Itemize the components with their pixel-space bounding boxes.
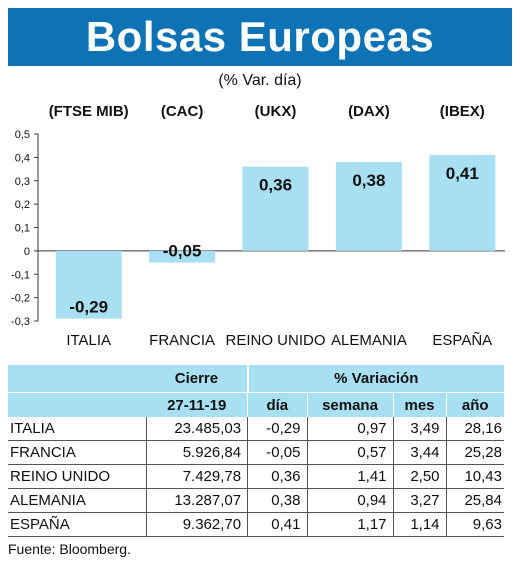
table-header-dia: día [247, 392, 308, 417]
table-header-cierre: Cierre [146, 365, 249, 393]
chart-subtitle: (% Var. día) [218, 72, 302, 89]
y-tick-label: 0,2 [15, 199, 30, 211]
page-title: Bolsas Europeas [85, 13, 435, 60]
category-label: REINO UNIDO [225, 332, 325, 349]
table-row: REINO UNIDO 7.429,78 0,36 1,41 2,50 10,4… [8, 464, 504, 489]
bar-alemania [335, 162, 402, 251]
row-name: ESPAÑA [8, 512, 147, 537]
y-tick-label: 0,4 [15, 152, 30, 164]
index-label: (CAC) [161, 103, 204, 120]
row-name: ALEMANIA [8, 488, 147, 513]
table-header-empty [8, 365, 147, 393]
category-label: ESPAÑA [432, 332, 492, 349]
bar-reino-unido [242, 166, 309, 251]
category-label: FRANCIA [149, 332, 215, 349]
bar-chart: 0,5 0,4 0,3 0,2 0,1 0 -0,1 -0,2 -0,3 -0,29 (FTSE M… [11, 103, 505, 349]
bar-españa [429, 155, 496, 251]
row-cierre: 13.287,07 [146, 488, 249, 513]
row-dia: 0,38 [247, 488, 308, 513]
table-row: FRANCIA 5.926,84 -0,05 0,57 3,44 25,28 [8, 440, 504, 465]
table-header-empty-2 [8, 392, 147, 417]
bar-value-label: -0,05 [163, 242, 202, 261]
row-dia: 0,36 [247, 464, 308, 489]
row-anio: 28,16 [446, 417, 504, 441]
title-banner: Bolsas Europeas [8, 8, 512, 66]
y-tick-label: 0,3 [15, 176, 30, 188]
row-mes: 2,50 [393, 464, 447, 489]
y-tick-label: 0,5 [15, 129, 30, 141]
bar-value-label: -0,29 [69, 298, 108, 317]
row-cierre: 7.429,78 [146, 464, 249, 489]
row-mes: 3,27 [393, 488, 447, 513]
y-tick-label: -0,3 [11, 316, 30, 328]
row-anio: 25,28 [446, 440, 504, 465]
row-semana: 0,57 [307, 440, 394, 465]
index-label: (DAX) [348, 103, 390, 120]
category-label: ALEMANIA [331, 332, 407, 349]
row-anio: 9,63 [446, 512, 504, 537]
row-semana: 0,94 [307, 488, 394, 513]
table-header-mes: mes [393, 392, 447, 417]
row-cierre: 5.926,84 [146, 440, 249, 465]
table-row: ALEMANIA 13.287,07 0,38 0,94 3,27 25,84 [8, 488, 504, 513]
row-anio: 10,43 [446, 464, 504, 489]
row-dia: -0,29 [247, 417, 308, 441]
row-semana: 1,41 [307, 464, 394, 489]
table-header-semana: semana [307, 392, 394, 417]
y-tick-label: -0,1 [11, 269, 30, 281]
row-name: FRANCIA [8, 440, 147, 465]
table-row: ESPAÑA 9.362,70 0,41 1,17 1,14 9,63 [8, 512, 504, 537]
y-tick-label: 0,1 [15, 223, 30, 235]
bar-italia [55, 250, 122, 319]
bar-francia [149, 250, 216, 263]
row-cierre: 23.485,03 [146, 417, 249, 441]
row-dia: 0,41 [247, 512, 308, 537]
row-anio: 25,84 [446, 488, 504, 513]
index-label: (IBEX) [440, 103, 485, 120]
bar-value-label: 0,41 [446, 164, 479, 183]
bar-value-label: 0,38 [352, 171, 385, 190]
row-mes: 3,49 [393, 417, 447, 441]
row-dia: -0,05 [247, 440, 308, 465]
table-row: ITALIA 23.485,03 -0,29 0,97 3,49 28,16 [8, 417, 504, 441]
bar-value-label: 0,36 [259, 176, 292, 195]
index-label: (UKX) [255, 103, 297, 120]
row-cierre: 9.362,70 [146, 512, 249, 537]
row-semana: 1,17 [307, 512, 394, 537]
y-tick-label: -0,2 [11, 293, 30, 305]
y-tick-label: 0 [24, 246, 30, 258]
row-name: ITALIA [8, 417, 147, 441]
category-label: ITALIA [66, 332, 111, 349]
row-semana: 0,97 [307, 417, 394, 441]
row-mes: 1,14 [393, 512, 447, 537]
table-header-date: 27-11-19 [146, 392, 249, 417]
market-table: Cierre % Variación 27-11-19 día semana m… [8, 365, 504, 537]
row-name: REINO UNIDO [8, 464, 147, 489]
table-header-anio: año [446, 392, 504, 417]
source-note: Fuente: Bloomberg. [8, 541, 131, 557]
row-mes: 3,44 [393, 440, 447, 465]
index-label: (FTSE MIB) [49, 103, 129, 120]
table-header-variacion: % Variación [247, 365, 504, 393]
